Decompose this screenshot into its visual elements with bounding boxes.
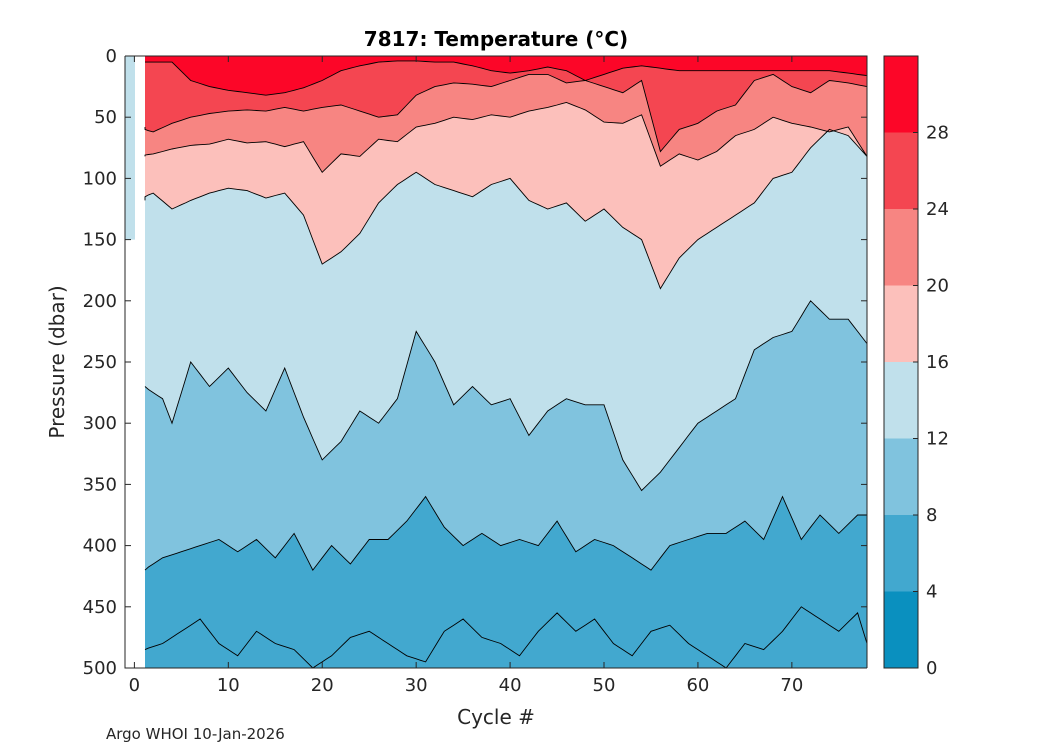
- colorbar-band-4-8: [884, 515, 918, 592]
- plot-area: [125, 56, 868, 669]
- y-tick-label-0: 0: [106, 46, 117, 67]
- colorbar-band-20-24: [884, 209, 918, 286]
- x-tick-label-0: 0: [129, 675, 140, 696]
- y-axis-label: Pressure (dbar): [45, 285, 69, 438]
- colorbar-tick-label-20: 20: [926, 276, 949, 297]
- colorbar: 0 4 8 12 16 20 24 28: [883, 55, 949, 679]
- colorbar-band-24-28: [884, 132, 918, 209]
- colorbar-band-0-4: [884, 591, 918, 668]
- isotherm-0: [144, 606, 868, 669]
- isotherm-16: [144, 102, 868, 174]
- temp-band-above-24: [145, 56, 867, 96]
- colorbar-band-8-12: [884, 438, 918, 515]
- y-tick-label-450: 450: [83, 597, 117, 618]
- colorbar-tick-label-0: 0: [926, 658, 937, 679]
- y-tick-label-50: 50: [94, 107, 117, 128]
- temp-band-left-surface: [125, 56, 135, 240]
- colorbar-band-16-20: [884, 285, 918, 362]
- colorbar-tick-label-28: 28: [926, 123, 949, 144]
- chart-title: 7817: Temperature (°C): [364, 27, 628, 51]
- y-tick-label-100: 100: [83, 168, 117, 189]
- y-tick-label-200: 200: [83, 291, 117, 312]
- y-tick-label-400: 400: [83, 536, 117, 557]
- colorbar-tick-label-12: 12: [926, 429, 949, 450]
- isotherm-20: [144, 73, 868, 153]
- isotherm-12: [144, 128, 868, 290]
- isotherm-24: [145, 60, 868, 96]
- colorbar-tick-label-24: 24: [926, 199, 949, 220]
- x-tick-label-50: 50: [593, 675, 616, 696]
- x-tick-label-30: 30: [405, 675, 428, 696]
- y-tick-label-350: 350: [83, 474, 117, 495]
- x-axis-label: Cycle #: [457, 705, 535, 729]
- x-tick-label-60: 60: [686, 675, 709, 696]
- isotherm-4: [144, 495, 867, 571]
- x-tick-label-20: 20: [311, 675, 334, 696]
- temp-band-above-20: [145, 56, 867, 152]
- footer-credit: Argo WHOI 10-Jan-2026: [106, 725, 285, 743]
- colorbar-tick-label-16: 16: [926, 352, 949, 373]
- y-tick-label-150: 150: [83, 230, 117, 251]
- x-tick-label-40: 40: [499, 675, 522, 696]
- y-tick-label-500: 500: [83, 658, 117, 679]
- x-tick-label-10: 10: [217, 675, 240, 696]
- colorbar-band-28-32: [884, 56, 918, 133]
- y-tick-label-300: 300: [83, 413, 117, 434]
- x-tick-label-70: 70: [780, 675, 803, 696]
- colorbar-tick-label-8: 8: [926, 505, 937, 526]
- colorbar-band-12-16: [884, 362, 918, 439]
- colorbar-tick-label-4: 4: [926, 582, 937, 603]
- axes: 0 10 20 30 40 50 60 70 0 50 100 150 200 250 300 350 400 4…: [83, 46, 868, 696]
- y-tick-label-250: 250: [83, 352, 117, 373]
- isotherm-8: [144, 300, 868, 492]
